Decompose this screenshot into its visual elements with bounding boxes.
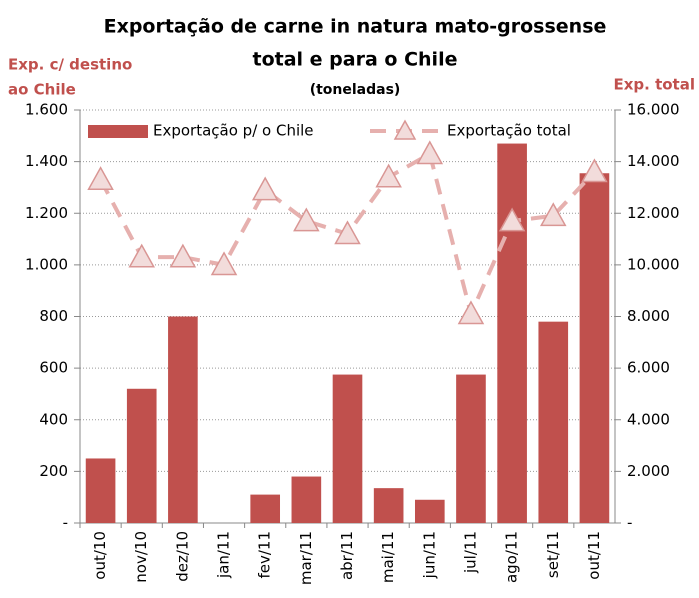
line-marker [293, 207, 320, 232]
y-tick-label: 1.200 [25, 204, 68, 222]
chart-title: total e para o Chile [253, 49, 458, 71]
x-tick-label: ago/11 [503, 531, 521, 583]
y-axis-label: ao Chile [8, 81, 76, 99]
legend-marker [393, 119, 417, 140]
legend-swatch [88, 125, 148, 138]
y-tick-label: 400 [39, 410, 68, 428]
bar [126, 388, 157, 523]
y2-tick-label: 16.000 [627, 101, 680, 119]
y2-tick-label: - [627, 514, 632, 532]
y2-tick-label: 2.000 [627, 462, 670, 480]
x-tick-label: dez/10 [173, 531, 191, 582]
bar [414, 499, 445, 523]
line-marker [457, 300, 485, 325]
y2-axis-label: Exp. total [614, 76, 696, 94]
bar [332, 374, 363, 523]
line-marker [87, 166, 114, 191]
bar [373, 488, 404, 523]
bar [538, 321, 569, 523]
line-marker [251, 176, 279, 201]
line-marker [210, 251, 238, 276]
y2-tick-label: 4.000 [627, 410, 670, 428]
x-tick-label: fev/11 [256, 531, 274, 579]
bar [497, 143, 527, 523]
y-axis-label: Exp. c/ destino [8, 56, 132, 74]
y2-tick-label: 12.000 [627, 204, 680, 222]
y-tick-label: 1.000 [25, 255, 68, 273]
x-tick-label: abr/11 [338, 531, 356, 580]
bar [168, 316, 198, 523]
line-marker [375, 163, 402, 188]
y-tick-label: 600 [39, 359, 68, 377]
bar [456, 374, 486, 523]
chart-subtitle: (toneladas) [310, 82, 401, 98]
line-marker [128, 243, 156, 268]
bar [291, 476, 322, 523]
y-tick-label: 1.400 [25, 152, 68, 170]
y-tick-label: 800 [39, 307, 68, 325]
y2-tick-label: 8.000 [627, 307, 670, 325]
x-tick-label: jun/11 [420, 531, 438, 579]
y2-tick-label: 10.000 [627, 255, 680, 273]
y2-tick-label: 6.000 [627, 359, 670, 377]
line-marker [334, 220, 361, 245]
line-marker [498, 207, 526, 232]
x-tick-label: out/10 [91, 531, 109, 580]
line-marker [539, 202, 567, 227]
legend-label: Exportação total [447, 122, 571, 140]
line-marker [416, 140, 444, 165]
bar [250, 494, 281, 523]
y-tick-label: - [63, 514, 68, 532]
y-tick-label: 1.600 [25, 101, 68, 119]
x-tick-label: nov/10 [132, 531, 150, 583]
line-marker [169, 243, 197, 268]
bar [579, 173, 610, 523]
y-tick-label: 200 [39, 462, 68, 480]
x-tick-label: set/11 [544, 531, 562, 578]
chart-title: Exportação de carne in natura mato-gross… [104, 16, 607, 38]
x-tick-label: out/11 [585, 531, 603, 580]
x-tick-label: mai/11 [379, 531, 397, 583]
y2-tick-label: 14.000 [627, 152, 680, 170]
bar [85, 458, 116, 523]
x-tick-label: jan/11 [215, 531, 233, 579]
x-tick-label: mar/11 [297, 531, 315, 585]
x-tick-label: jul/11 [461, 531, 479, 574]
line-marker [581, 158, 608, 183]
legend-label: Exportação p/ o Chile [153, 122, 314, 140]
